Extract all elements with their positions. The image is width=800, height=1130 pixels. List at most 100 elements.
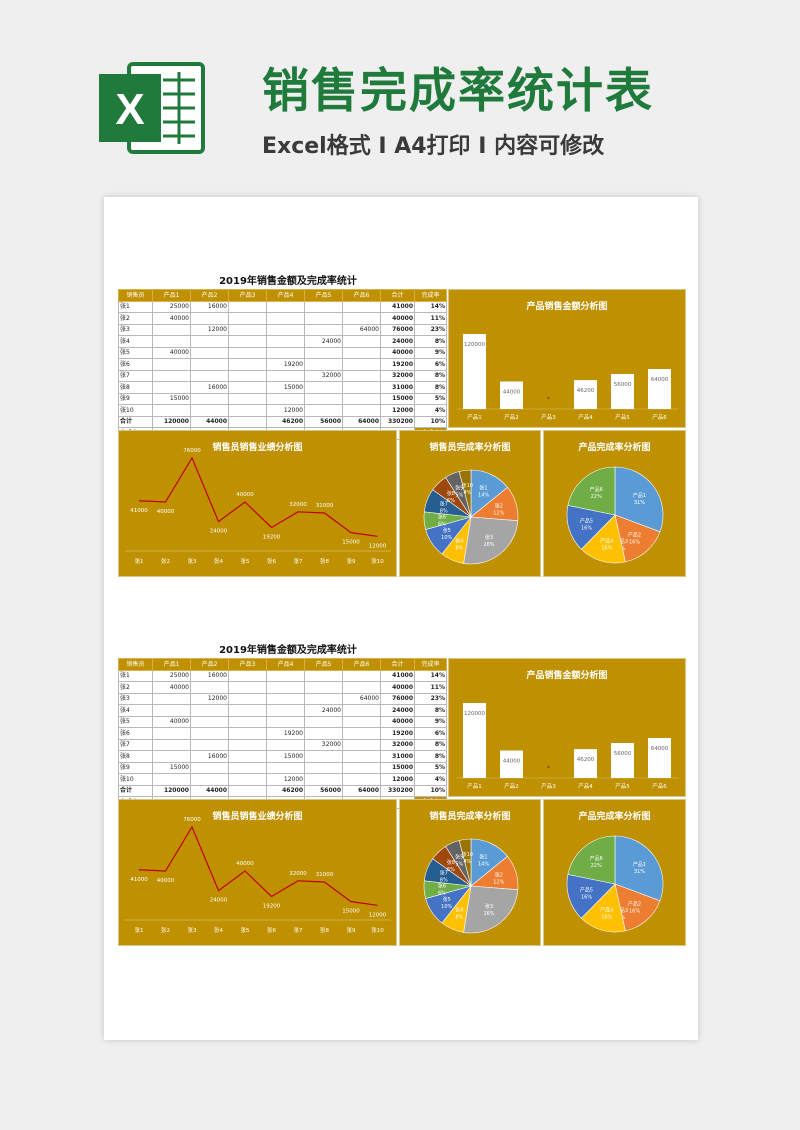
- table-cell: 张8: [118, 750, 153, 763]
- pie-slice: [614, 835, 664, 902]
- pie-slice: [463, 885, 519, 934]
- table-cell: 张5: [118, 346, 153, 359]
- table-cell: 14%: [414, 300, 447, 313]
- table-cell: [228, 335, 267, 348]
- pie-slice-pct: 10%: [441, 904, 452, 910]
- line-point-label: 40000: [157, 878, 175, 884]
- bar-category: 产品3: [541, 413, 556, 421]
- table-cell: [228, 681, 267, 694]
- table-cell: [266, 392, 305, 405]
- table-cell: 12000: [380, 404, 415, 417]
- table-cell: [342, 335, 381, 348]
- pie-slice-label: 产品1: [633, 492, 646, 499]
- table-cell: 15000: [380, 392, 415, 405]
- table-row: 张2 40000 40000 11%: [118, 312, 447, 325]
- column-header: 产品1: [152, 658, 191, 671]
- table-cell: [304, 681, 343, 694]
- table-cell: [152, 335, 191, 348]
- line-chart-panel: 销售员销售业绩分析图 41000 张1 40000 张2 76000 张3 24000 张4 40…: [118, 430, 397, 577]
- table-cell: [152, 692, 191, 705]
- table-cell: 张10: [118, 404, 153, 417]
- total-cell: 64000: [342, 784, 381, 797]
- table-cell: 23%: [414, 323, 447, 336]
- bar-category: 产品2: [504, 413, 519, 421]
- table-cell: 5%: [414, 761, 447, 774]
- table-cell: 32000: [380, 369, 415, 382]
- line-series: [138, 825, 378, 906]
- table-cell: 9%: [414, 715, 447, 728]
- table-cell: [190, 392, 229, 405]
- table-cell: [266, 300, 305, 313]
- table-cell: [190, 404, 229, 417]
- bar: [500, 750, 523, 778]
- table-row: 张8 16000 15000 31000 8%: [118, 750, 447, 763]
- line-point-label: 24000: [210, 898, 228, 904]
- table-cell: 15000: [380, 761, 415, 774]
- table-cell: 40000: [380, 346, 415, 359]
- line-point-label: 24000: [210, 529, 228, 535]
- table-cell: 张6: [118, 358, 153, 371]
- product-pie-chart-title: 产品完成率分析图: [578, 443, 651, 453]
- pie-slice-label: 产品3: [615, 907, 628, 914]
- table-cell: [190, 727, 229, 740]
- table-cell: [342, 381, 381, 394]
- table-cell: [342, 392, 381, 405]
- table-cell: 41000: [380, 669, 415, 682]
- table-cell: 16000: [190, 669, 229, 682]
- column-header: 产品3: [228, 289, 267, 302]
- line-point-label: 41000: [130, 508, 148, 514]
- table-cell: 40000: [152, 715, 191, 728]
- line-category: 张7: [294, 926, 304, 934]
- pie-slice-label: 张9: [455, 484, 463, 491]
- pie-slice-label: 张2: [495, 871, 503, 878]
- table-cell: 11%: [414, 312, 447, 325]
- table-cell: 张3: [118, 692, 153, 705]
- table-cell: 5%: [414, 392, 447, 405]
- excel-icon-letter: X: [115, 85, 144, 134]
- line-category: 张3: [188, 926, 198, 934]
- pie-slice-label: 张8: [447, 490, 455, 497]
- pie-slice-pct: 16%: [581, 895, 592, 901]
- table-cell: [304, 727, 343, 740]
- table-cell: 40000: [152, 346, 191, 359]
- report-title: 2019年销售金额及完成率统计: [219, 645, 357, 656]
- sales-pie-chart-title: 销售员完成率分析图: [429, 812, 511, 822]
- table-cell: [266, 369, 305, 382]
- pie-slice-label: 张1: [479, 854, 487, 861]
- table-cell: [190, 773, 229, 786]
- table-cell: [304, 669, 343, 682]
- line-category: 张3: [188, 557, 198, 565]
- total-cell: 56000: [304, 784, 343, 797]
- pie-slice-pct: 6%: [447, 498, 455, 504]
- pie-slice-label: 产品4: [600, 907, 613, 914]
- table-cell: [266, 346, 305, 359]
- sales-pie-chart: 张114%张212%张326%张48%张510%张66%张78%张86%张95%…: [423, 838, 519, 934]
- pie-slice: [580, 883, 626, 933]
- table-cell: 40000: [380, 715, 415, 728]
- pie-slice-label: 张9: [455, 853, 463, 860]
- pie-slice-pct: 26%: [483, 911, 494, 917]
- table-cell: 8%: [414, 704, 447, 717]
- table-cell: [228, 773, 267, 786]
- pie-slice: [567, 835, 616, 885]
- table-cell: [152, 323, 191, 336]
- table-row: 张9 15000 15000 5%: [118, 392, 447, 405]
- table-cell: 64000: [342, 692, 381, 705]
- table-cell: [266, 715, 305, 728]
- table-cell: 15000: [152, 392, 191, 405]
- column-header: 产品5: [304, 658, 343, 671]
- pie-slice-label: 张2: [495, 502, 503, 509]
- line-chart-panel: 销售员销售业绩分析图 41000 张1 40000 张2 76000 张3 24000 张4 40…: [118, 799, 397, 946]
- table-cell: 12000: [380, 773, 415, 786]
- table-cell: 24000: [380, 335, 415, 348]
- pie-slice: [580, 514, 626, 564]
- table-cell: [342, 727, 381, 740]
- page-subtitle: Excel格式 I A4打印 I 内容可修改: [262, 134, 605, 159]
- table-cell: 12000: [190, 692, 229, 705]
- column-header: 产品6: [342, 289, 381, 302]
- table-row: 张5 40000 40000 9%: [118, 715, 447, 728]
- pie-slice-pct: 22%: [591, 863, 602, 869]
- table-cell: [304, 404, 343, 417]
- total-cell: [228, 784, 267, 797]
